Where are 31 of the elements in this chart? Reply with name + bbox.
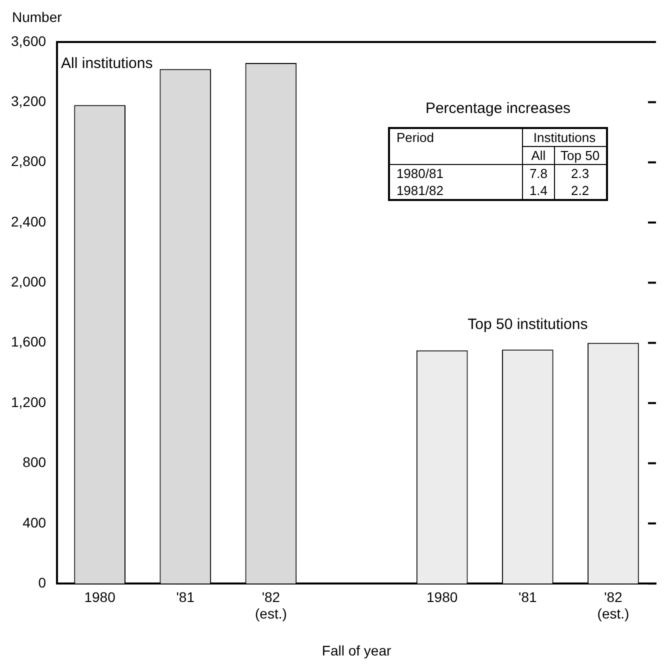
x-tick-label: '81 (176, 588, 195, 605)
series-label: Top 50 institutions (468, 316, 588, 333)
series-label: All institutions (61, 55, 153, 72)
annotation: 7.8 (522, 164, 554, 182)
y-tick-label: 2,000 (10, 274, 46, 290)
annotation: Top 50 (554, 146, 607, 164)
annotation: 1.4 (522, 182, 554, 200)
x-tick-label: '81 (518, 588, 537, 605)
annotation: 1981/82 (389, 182, 523, 200)
x-tick-label: '82 (est.) (597, 588, 630, 622)
x-tick-label: 1980 (84, 588, 116, 605)
x-axis-title: Fall of year (322, 642, 392, 658)
annotation: Percentage increases (424, 100, 572, 117)
annotation: 2.3 (554, 164, 607, 182)
y-tick-label: 800 (22, 454, 46, 470)
x-tick-label: '82 (est.) (255, 588, 287, 622)
annotation: All (522, 146, 554, 164)
annotation: Period (389, 128, 523, 164)
y-tick-label: 0 (38, 574, 46, 590)
y-tick-label: 3,600 (10, 32, 46, 49)
y-tick-label: 1,600 (10, 334, 46, 350)
annotation: 1980/81 (389, 164, 523, 182)
y-tick-label: 3,200 (10, 93, 46, 110)
y-axis-title: Number (12, 9, 62, 25)
annotation: Institutions (522, 128, 607, 146)
annotation: 2.2 (554, 182, 607, 200)
y-tick-label: 1,200 (10, 394, 46, 410)
y-tick-label: 2,800 (10, 153, 46, 170)
y-tick-label: 400 (22, 514, 46, 530)
x-tick-label: 1980 (426, 588, 458, 605)
y-tick-label: 2,400 (10, 213, 46, 230)
